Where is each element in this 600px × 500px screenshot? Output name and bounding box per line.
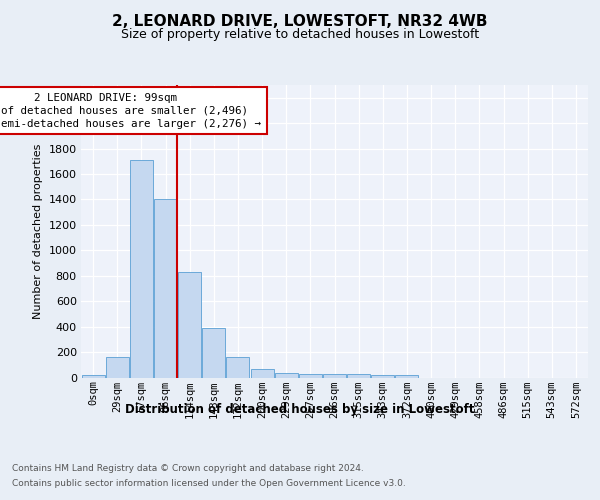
Bar [347,374,370,378]
Bar [371,375,394,378]
Bar [82,375,104,378]
Bar [226,357,250,378]
Text: 2, LEONARD DRIVE, LOWESTOFT, NR32 4WB: 2, LEONARD DRIVE, LOWESTOFT, NR32 4WB [112,14,488,29]
Text: 2 LEONARD DRIVE: 99sqm
← 52% of detached houses are smaller (2,496)
48% of semi-: 2 LEONARD DRIVE: 99sqm ← 52% of detached… [0,92,261,129]
Bar [106,357,128,378]
Text: Contains public sector information licensed under the Open Government Licence v3: Contains public sector information licen… [12,479,406,488]
Text: Distribution of detached houses by size in Lowestoft: Distribution of detached houses by size … [125,402,475,415]
Text: Size of property relative to detached houses in Lowestoft: Size of property relative to detached ho… [121,28,479,41]
Y-axis label: Number of detached properties: Number of detached properties [33,144,43,319]
Text: Contains HM Land Registry data © Crown copyright and database right 2024.: Contains HM Land Registry data © Crown c… [12,464,364,473]
Bar [178,272,201,378]
Bar [323,374,346,378]
Bar [154,200,177,378]
Bar [275,373,298,378]
Bar [299,374,322,378]
Bar [202,328,225,378]
Bar [130,160,153,378]
Bar [251,368,274,378]
Bar [395,375,418,378]
